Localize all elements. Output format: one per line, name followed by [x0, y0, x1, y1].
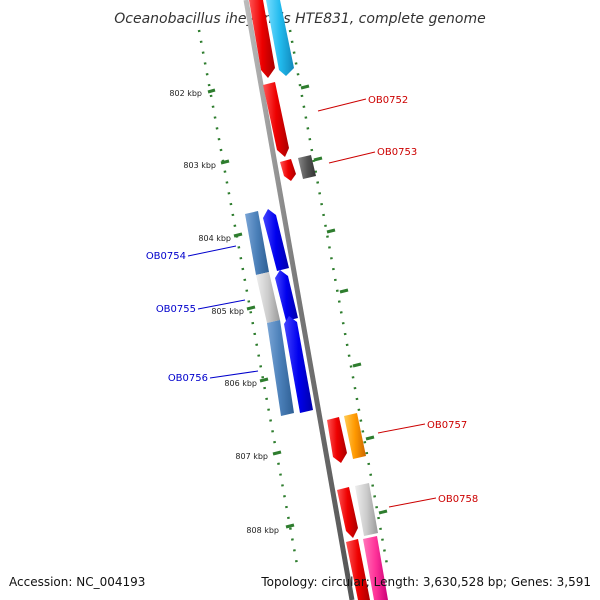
- gene-blue-1: [263, 209, 289, 271]
- kbp-label-802: 802 kbp: [169, 89, 202, 98]
- gene-label-ob0752: OB0752: [368, 95, 408, 106]
- gene-red-top: [249, 0, 275, 78]
- gene-ob0757-red: [327, 417, 347, 463]
- gene-ob0752: [263, 82, 289, 157]
- gene-ob0755: [256, 272, 280, 323]
- leader-ob0758: [388, 497, 437, 508]
- gene-ob0757: [344, 413, 366, 459]
- leader-ob0755: [197, 299, 246, 310]
- gene-blue-3: [284, 316, 313, 413]
- kbp-label-804: 804 kbp: [198, 234, 231, 243]
- leader-ob0757: [377, 423, 426, 434]
- kbp-ticks-right: [300, 84, 388, 515]
- gene-label-ob0754: OB0754: [146, 251, 186, 262]
- kbp-label-807: 807 kbp: [235, 452, 268, 461]
- leader-ob0752: [317, 98, 367, 112]
- gene-cyan-top: [266, 0, 294, 76]
- gene-pink-bottom: [363, 536, 388, 600]
- gene-ob0756: [267, 320, 294, 416]
- gene-blue-2: [275, 270, 298, 321]
- map-title: Oceanobacillus iheyensis HTE831, complet…: [114, 11, 485, 27]
- leader-ob0756: [209, 370, 259, 379]
- gene-label-ob0758: OB0758: [438, 494, 478, 505]
- kbp-label-803: 803 kbp: [183, 161, 216, 170]
- kbp-label-805: 805 kbp: [211, 307, 244, 316]
- gene-label-ob0757: OB0757: [427, 420, 467, 431]
- gene-label-ob0753: OB0753: [377, 147, 417, 158]
- kbp-label-808: 808 kbp: [246, 526, 279, 535]
- gene-ob0758: [355, 483, 378, 536]
- leader-ob0753: [328, 151, 376, 164]
- gene-ob0758-red: [337, 487, 358, 538]
- leader-ob0754: [187, 245, 237, 257]
- gene-label-ob0756: OB0756: [168, 373, 208, 384]
- genome-backbone: [243, 0, 355, 600]
- gene-ob0753-grey: [298, 155, 316, 179]
- topology-text: Topology: circular; Length: 3,630,528 bp…: [260, 575, 591, 589]
- gene-label-ob0755: OB0755: [156, 304, 196, 315]
- gene-red-bottom: [346, 539, 370, 600]
- right-tick-track: [288, 29, 390, 571]
- kbp-ticks-left: [207, 88, 295, 529]
- kbp-label-806: 806 kbp: [224, 379, 257, 388]
- gene-ob0754: [245, 211, 269, 275]
- accession-text: Accession: NC_004193: [9, 575, 145, 589]
- gene-ob0753: [280, 159, 296, 181]
